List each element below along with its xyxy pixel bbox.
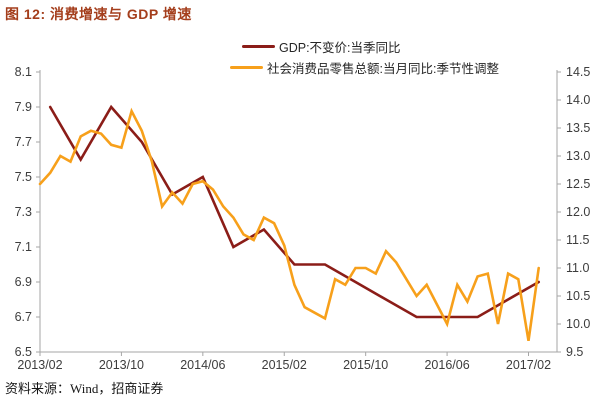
svg-text:2015/10: 2015/10 bbox=[343, 358, 388, 372]
svg-text:11.5: 11.5 bbox=[566, 233, 589, 247]
legend-label-gdp: GDP:不变价:当季同比 bbox=[279, 40, 401, 55]
svg-text:7.3: 7.3 bbox=[15, 205, 32, 219]
chart-title: 图 12: 消费增速与 GDP 增速 bbox=[5, 6, 192, 22]
svg-text:13.5: 13.5 bbox=[566, 121, 590, 135]
gdp-line-swatch-icon bbox=[242, 44, 275, 48]
svg-text:7.1: 7.1 bbox=[15, 240, 32, 254]
axes bbox=[39, 70, 558, 353]
svg-text:7.9: 7.9 bbox=[15, 100, 32, 114]
svg-text:7.5: 7.5 bbox=[15, 170, 32, 184]
svg-text:13.0: 13.0 bbox=[566, 149, 590, 163]
svg-text:6.7: 6.7 bbox=[15, 310, 32, 324]
svg-text:2015/02: 2015/02 bbox=[262, 358, 307, 372]
svg-text:2013/10: 2013/10 bbox=[99, 358, 144, 372]
svg-text:2013/02: 2013/02 bbox=[17, 358, 62, 372]
svg-text:14.0: 14.0 bbox=[566, 93, 590, 107]
legend-label-retail: 社会消费品零售总额:当月同比:季节性调整 bbox=[267, 61, 499, 76]
svg-text:6.9: 6.9 bbox=[15, 275, 32, 289]
svg-text:9.5: 9.5 bbox=[566, 345, 583, 359]
svg-text:8.1: 8.1 bbox=[15, 65, 32, 79]
svg-text:7.7: 7.7 bbox=[15, 135, 32, 149]
svg-text:6.5: 6.5 bbox=[15, 345, 32, 359]
svg-text:14.5: 14.5 bbox=[566, 65, 590, 79]
svg-text:12.0: 12.0 bbox=[566, 205, 590, 219]
y-axis-left: 8.1 7.9 7.7 7.5 7.3 7.1 6.9 6.7 6.5 bbox=[15, 65, 40, 359]
x-axis: 2013/02 2013/10 2014/06 2015/02 2015/10 2016/… bbox=[17, 352, 551, 372]
legend-item-gdp: GDP:不变价:当季同比 bbox=[242, 38, 401, 55]
y-axis-right: 14.5 14.0 13.5 13.0 12.5 12.0 11.5 11.0 10.5 10.0… bbox=[557, 65, 590, 359]
svg-text:12.5: 12.5 bbox=[566, 177, 590, 191]
source-note: 资料来源：Wind，招商证券 bbox=[5, 381, 164, 396]
retail-sales-line bbox=[38, 107, 541, 342]
retail-line-swatch-icon bbox=[230, 65, 263, 69]
svg-text:2017/02: 2017/02 bbox=[506, 358, 551, 372]
svg-text:2014/06: 2014/06 bbox=[180, 358, 225, 372]
svg-text:10.0: 10.0 bbox=[566, 317, 590, 331]
svg-text:11.0: 11.0 bbox=[566, 261, 589, 275]
svg-text:2016/06: 2016/06 bbox=[424, 358, 469, 372]
legend-item-retail: 社会消费品零售总额:当月同比:季节性调整 bbox=[230, 59, 499, 76]
svg-text:10.5: 10.5 bbox=[566, 289, 590, 303]
gdp-line bbox=[48, 104, 541, 319]
